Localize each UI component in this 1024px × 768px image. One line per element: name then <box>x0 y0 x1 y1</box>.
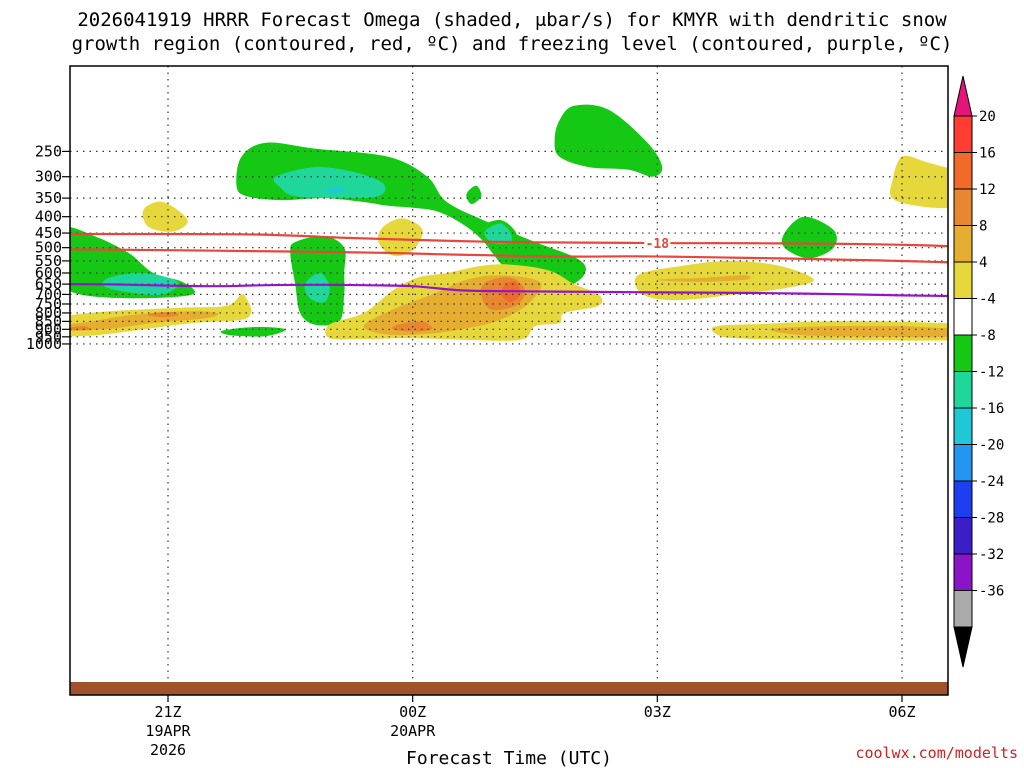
y-tick-label-1000: 1000 <box>26 335 62 353</box>
colorbar-swatch-9 <box>953 444 973 482</box>
x-tick-label-00Z: 00Z <box>399 703 426 721</box>
y-tick-label-650: 650 <box>35 275 62 293</box>
colorbar-swatch-11 <box>953 517 973 555</box>
colorbar-label-7: -12 <box>979 365 1004 381</box>
x-tick-sublabel-00Z-0: 20APR <box>390 722 436 740</box>
chart-title-line2: growth region (contoured, red, ºC) and f… <box>72 33 953 55</box>
temperature-contours: -180 <box>70 232 948 298</box>
omega-region-18-level-12 <box>70 326 91 331</box>
y-tick-label-400: 400 <box>35 208 62 226</box>
colorbar-bottom-arrow <box>953 626 973 668</box>
colorbar-swatch-8 <box>953 407 973 445</box>
colorbar-swatch-10 <box>953 480 973 518</box>
colorbar-swatch-13 <box>953 590 973 628</box>
colorbar-label-2: 12 <box>979 182 996 198</box>
omega-region-30-level-4 <box>889 155 948 209</box>
colorbar-label-13: -36 <box>979 584 1004 600</box>
y-tick-label-500: 500 <box>35 239 62 257</box>
y-tick-label-350: 350 <box>35 189 62 207</box>
colorbar-swatch-6 <box>953 334 973 372</box>
colorbar-swatch-2 <box>953 188 973 226</box>
y-tick-label-550: 550 <box>35 252 62 270</box>
gridlines <box>70 66 948 695</box>
x-tick-label-03Z: 03Z <box>644 703 671 721</box>
colorbar-legend: 20 16 12 8 4 -4 -8 -12 -16 -20 -24 -28 -32 -36 <box>953 75 1004 668</box>
y-tick-label-300: 300 <box>35 168 62 186</box>
omega-region-16-level-8 <box>70 311 219 331</box>
omega-region-3-level--8 <box>220 326 286 337</box>
contour-label-bg-0 <box>644 235 671 252</box>
colorbar-swatch-0 <box>953 115 973 153</box>
omega-region-19-level-4 <box>142 201 188 232</box>
colorbar-label-5: -4 <box>979 292 996 308</box>
colorbar-label-6: -8 <box>979 328 996 344</box>
colorbar-swatch-7 <box>953 371 973 409</box>
x-tick-label-21Z: 21Z <box>154 703 181 721</box>
colorbar-label-0: 20 <box>979 109 996 125</box>
omega-region-13-level--8 <box>781 216 837 259</box>
y-tick-label-850: 850 <box>35 312 62 330</box>
omega-region-10-level--12 <box>484 223 513 244</box>
colorbar-label-1: 16 <box>979 146 996 162</box>
colorbar-swatch-12 <box>953 553 973 591</box>
y-tick-label-900: 900 <box>35 320 62 338</box>
omega-region-29-level-8 <box>769 325 948 338</box>
colorbar-swatch-3 <box>953 225 973 263</box>
y-tick-label-700: 700 <box>35 285 62 303</box>
y-axis-pressure: 250 300 3504004505005506006507007508008509… <box>26 142 70 353</box>
colorbar-top-arrow <box>953 75 973 117</box>
omega-region-6-level--16 <box>324 187 345 194</box>
colorbar-label-12: -32 <box>979 547 1004 563</box>
credit-text: coolwx.com/modelts <box>855 744 1018 762</box>
x-tick-label-06Z: 06Z <box>888 703 915 721</box>
omega-region-25-level-4 <box>377 218 423 257</box>
x-tick-sublabel-21Z-0: 19APR <box>145 722 191 740</box>
ground-surface-bar <box>70 682 948 695</box>
omega-region-11-level--8 <box>554 104 663 177</box>
y-tick-label-600: 600 <box>35 264 62 282</box>
x-axis-label: Forecast Time (UTC) <box>406 748 612 768</box>
x-tick-sublabel-21Z-1: 2026 <box>150 741 186 759</box>
colorbar-swatch-1 <box>953 152 973 190</box>
colorbar-swatch-5 <box>953 298 973 336</box>
omega-region-27-level-8 <box>657 275 751 282</box>
colorbar-swatch-4 <box>953 261 973 299</box>
omega-region-12-level--8 <box>466 185 482 205</box>
plot-frame <box>69 65 949 696</box>
y-tick-label-800: 800 <box>35 304 62 322</box>
dgz-contour--12C <box>70 232 948 248</box>
colorbar-label-4: 4 <box>979 255 987 271</box>
colorbar-label-11: -28 <box>979 511 1004 527</box>
plot-background <box>70 66 948 695</box>
chart-title-line1: 2026041919 HRRR Forecast Omega (shaded, … <box>77 9 947 31</box>
x-axis-time: 21Z19APR202600Z20APR03Z06Z09Z12Z <box>145 695 916 759</box>
colorbar-label-3: 8 <box>979 219 987 235</box>
y-tick-label-250: 250 <box>35 142 62 160</box>
omega-region-5-level--12 <box>273 166 386 199</box>
omega-shading <box>70 104 948 341</box>
colorbar-label-9: -20 <box>979 438 1004 454</box>
y-tick-label-750: 750 <box>35 295 62 313</box>
colorbar-label-8: -16 <box>979 401 1004 417</box>
contour-label-0: -18 <box>646 237 670 252</box>
y-tick-label-450: 450 <box>35 224 62 242</box>
plot-area: -180 <box>69 65 949 696</box>
freezing-level-contour <box>70 282 948 298</box>
dgz-contour--18C <box>70 248 948 264</box>
omega-region-8-level--12 <box>304 272 330 303</box>
colorbar-label-10: -24 <box>979 474 1004 490</box>
y-tick-label-950: 950 <box>35 328 62 346</box>
